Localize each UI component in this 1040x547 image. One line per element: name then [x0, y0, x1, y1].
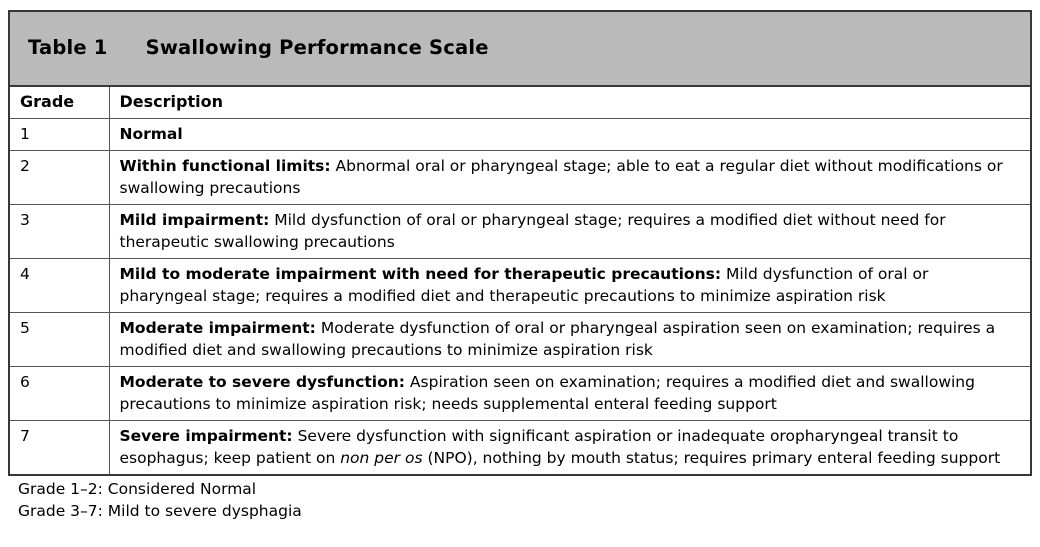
description-text-after: (NPO), nothing by mouth status; requires…	[422, 449, 1001, 467]
description-text: Aspiration seen on examination; requires…	[119, 373, 975, 413]
grade-cell: 4	[8, 258, 110, 313]
description-column-header: Description	[108, 85, 1032, 119]
table-title: Swallowing Performance Scale	[145, 36, 489, 59]
description-cell: Moderate to severe dysfunction: Aspirati…	[108, 366, 1032, 421]
table-row: 6 Moderate to severe dysfunction: Aspira…	[8, 366, 1032, 421]
description-cell: Mild impairment: Mild dysfunction of ora…	[108, 204, 1032, 259]
grade-cell: 5	[8, 312, 110, 367]
description-lead: Mild impairment:	[119, 211, 270, 229]
grade-cell: 1	[8, 118, 110, 151]
description-text: Mild dysfunction of oral or pharyngeal s…	[119, 265, 929, 305]
description-text: Abnormal oral or pharyngeal stage; able …	[119, 157, 1003, 197]
description-cell: Within functional limits: Abnormal oral …	[108, 150, 1032, 205]
footnote-grades-3-7: Grade 3–7: Mild to severe dysphagia	[18, 502, 302, 520]
description-cell: Moderate impairment: Moderate dysfunctio…	[108, 312, 1032, 367]
table-row: 2 Within functional limits: Abnormal ora…	[8, 150, 1032, 205]
footnote-grades-1-2: Grade 1–2: Considered Normal	[18, 480, 257, 498]
description-text: Mild dysfunction of oral or pharyngeal s…	[119, 211, 946, 251]
grade-cell: 7	[8, 420, 110, 476]
description-lead: Normal	[119, 125, 183, 143]
description-lead: Severe impairment:	[119, 427, 293, 445]
grade-column-header: Grade	[8, 85, 110, 119]
description-cell: Normal	[108, 118, 1032, 151]
table-row: 3 Mild impairment: Mild dysfunction of o…	[8, 204, 1032, 259]
table-footnotes: Grade 1–2: Considered Normal Grade 3–7: …	[18, 478, 1032, 522]
header-row: Grade Description	[8, 85, 1032, 119]
table-caption: Table 1 Swallowing Performance Scale	[8, 10, 1032, 85]
table-number: Table 1	[28, 36, 108, 59]
table-container: Table 1 Swallowing Performance Scale Grad…	[8, 10, 1032, 522]
description-lead: Moderate impairment:	[119, 319, 316, 337]
description-italic: non per os	[340, 449, 423, 467]
grade-cell: 2	[8, 150, 110, 205]
description-lead: Within functional limits:	[119, 157, 331, 175]
description-text: Moderate dysfunction of oral or pharynge…	[119, 319, 996, 359]
description-cell: Mild to moderate impairment with need fo…	[108, 258, 1032, 313]
description-text: Severe dysfunction with significant aspi…	[119, 427, 959, 467]
table-row: 4 Mild to moderate impairment with need …	[8, 258, 1032, 313]
table-row: 5 Moderate impairment: Moderate dysfunct…	[8, 312, 1032, 367]
grade-cell: 6	[8, 366, 110, 421]
description-lead: Moderate to severe dysfunction:	[119, 373, 406, 391]
table-row: 7 Severe impairment: Severe dysfunction …	[8, 420, 1032, 476]
description-lead: Mild to moderate impairment with need fo…	[119, 265, 722, 283]
grade-cell: 3	[8, 204, 110, 259]
swallowing-performance-scale-table: Grade Description 1 Normal 2 Within func…	[8, 85, 1032, 476]
description-cell: Severe impairment: Severe dysfunction wi…	[108, 420, 1032, 476]
table-row: 1 Normal	[8, 118, 1032, 151]
